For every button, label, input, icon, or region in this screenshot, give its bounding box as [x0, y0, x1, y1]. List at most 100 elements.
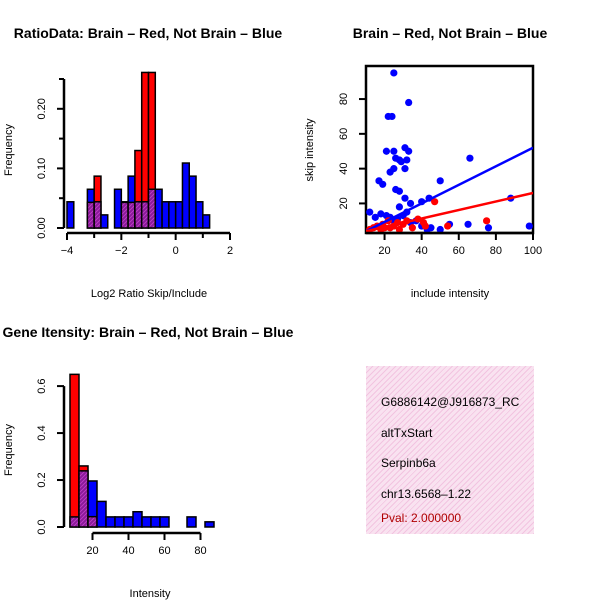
scatter-title: Brain – Red, Not Brain – Blue	[353, 25, 548, 41]
ratio-not-brain-bar	[154, 188, 163, 229]
not-brain-point	[401, 194, 409, 202]
ratio-histogram-plot: RatioData: Brain – Red, Not Brain – Blue…	[3, 25, 282, 300]
gene-intensity-not-brain-bar	[123, 516, 134, 528]
ratio-y-axis-tick-label: 0.00	[36, 217, 48, 238]
scatter-y-axis-tick-label: 20	[338, 197, 350, 209]
gene-intensity-title: Gene Itensity: Brain – Red, Not Brain – …	[3, 324, 294, 340]
ratio-x-axis-label: Log2 Ratio Skip/Include	[91, 288, 207, 300]
ratio-hist-title: RatioData: Brain – Red, Not Brain – Blue	[14, 25, 283, 41]
ratio-not-brain-bar	[202, 214, 211, 229]
ratio-not-brain-bar	[113, 188, 123, 229]
gene-intensity-not-brain-bar	[204, 521, 215, 528]
not-brain-fit-line	[366, 146, 533, 233]
not-brain-point	[386, 168, 394, 176]
ratio-not-brain-bar	[195, 201, 204, 229]
not-brain-point	[525, 222, 533, 230]
gene-intensity-x-axis-tick-label: 80	[194, 545, 206, 557]
ratio-y-axis-tick-label: 0.20	[36, 98, 48, 119]
not-brain-point	[406, 199, 415, 208]
ratio-not-brain-bar	[168, 201, 177, 229]
brain-fit-line	[366, 191, 533, 233]
scatter-y-axis-tick-label: 40	[338, 163, 350, 175]
gene-intensity-x-axis-tick-label: 60	[158, 545, 170, 557]
gene-intensity-not-brain-bar	[132, 510, 143, 528]
scatter-x-axis-tick-label: 40	[416, 245, 428, 257]
ratio-x-axis-tick-label: 2	[227, 245, 233, 257]
ratio-x-axis-tick-label: −2	[115, 245, 128, 257]
not-brain-point	[390, 147, 398, 155]
ratio-y-axis-tick-label: 0.10	[36, 158, 48, 179]
gene-intensity-y-axis-tick-label: 0.6	[36, 378, 48, 393]
ratio-not-brain-bar	[181, 162, 190, 229]
gene-intensity-y-axis-tick-label: 0.0	[36, 519, 48, 534]
not-brain-point	[436, 177, 444, 185]
gene-intensity-not-brain-bar	[96, 500, 107, 528]
not-brain-point	[377, 210, 385, 218]
gene-name-text: Serpinb6a	[381, 456, 436, 470]
info-panel: G6886142@J916873_RC altTxStart Serpinb6a…	[366, 366, 534, 534]
ratio-overlap-bar	[127, 201, 136, 229]
brain-point	[421, 222, 429, 230]
gene-intensity-not-brain-bar	[150, 516, 161, 528]
ratio-overlap-bar	[93, 201, 102, 229]
gene-intensity-brain-bar	[69, 373, 80, 528]
scatter-y-axis-tick-label: 60	[338, 128, 350, 140]
scatter-x-axis-tick-label: 100	[524, 245, 542, 257]
not-brain-point	[403, 156, 411, 164]
not-brain-point	[484, 224, 493, 232]
chromosome-location-text: chr13.6568–1.22	[381, 487, 472, 501]
pvalue-text: Pval: 2.000000	[381, 511, 462, 525]
gene-intensity-overlap-bar	[78, 470, 89, 528]
gene-intensity-y-axis-tick-label: 0.4	[36, 425, 48, 440]
gene-intensity-y-axis-tick-label: 0.2	[36, 472, 48, 487]
not-brain-point	[405, 98, 413, 107]
ratio-overlap-bar	[140, 201, 150, 229]
scatter-x-axis-tick-label: 20	[378, 245, 390, 257]
brain-point	[483, 217, 491, 225]
ratio-y-axis-label: Frequency	[3, 124, 15, 176]
ratio-not-brain-bar	[66, 201, 75, 229]
scatter-points	[366, 69, 533, 233]
ratio-not-brain-bar	[100, 214, 109, 229]
probe-id-text: G6886142@J916873_RC	[381, 395, 520, 409]
not-brain-point	[466, 154, 474, 162]
scatter-y-axis-tick-label: 80	[338, 93, 350, 105]
ratio-not-brain-bar	[174, 201, 184, 229]
gene-intensity-x-axis-tick-label: 40	[122, 545, 134, 557]
not-brain-point	[405, 147, 413, 155]
scatter-y-axis-label: skip intensity	[304, 118, 316, 181]
not-brain-point	[390, 69, 398, 77]
ratio-overlap-bar	[134, 201, 143, 229]
not-brain-point	[395, 187, 403, 195]
gene-intensity-x-axis-label: Intensity	[130, 588, 171, 600]
ratio-not-brain-bar	[188, 175, 197, 229]
not-brain-point	[379, 180, 387, 188]
not-brain-point	[388, 112, 396, 121]
intensity-scatter-plot: Brain – Red, Not Brain – Blue 20 40 60 80 100…	[304, 25, 547, 300]
gene-intensity-not-brain-bar	[141, 516, 152, 528]
gene-intensity-x-axis-tick-label: 20	[86, 545, 98, 557]
not-brain-point	[436, 225, 444, 233]
ratio-overlap-bar	[120, 201, 129, 229]
ratio-x-axis-tick-label: −4	[61, 245, 74, 257]
ratio-overlap-bar	[147, 188, 157, 229]
not-brain-point	[366, 208, 374, 216]
not-brain-point	[464, 220, 472, 228]
gene-intensity-not-brain-bar	[114, 516, 125, 528]
not-brain-point	[371, 213, 379, 221]
brain-point	[444, 222, 452, 230]
ratio-overlap-bar	[86, 201, 95, 229]
not-brain-point	[395, 203, 403, 211]
not-brain-point	[401, 165, 409, 173]
brain-point	[395, 225, 403, 233]
gene-intensity-overlap-bar	[87, 515, 98, 528]
ratio-not-brain-bar	[161, 201, 170, 229]
gene-intensity-overlap-bar	[69, 516, 80, 528]
brain-point	[431, 198, 439, 206]
gene-intensity-not-brain-bar	[105, 516, 116, 528]
scatter-x-axis-tick-label: 80	[490, 245, 502, 257]
event-type-text: altTxStart	[381, 426, 433, 440]
scatter-x-axis-tick-label: 60	[453, 245, 465, 257]
gene-intensity-histogram-plot: Gene Itensity: Brain – Red, Not Brain – …	[3, 324, 294, 600]
